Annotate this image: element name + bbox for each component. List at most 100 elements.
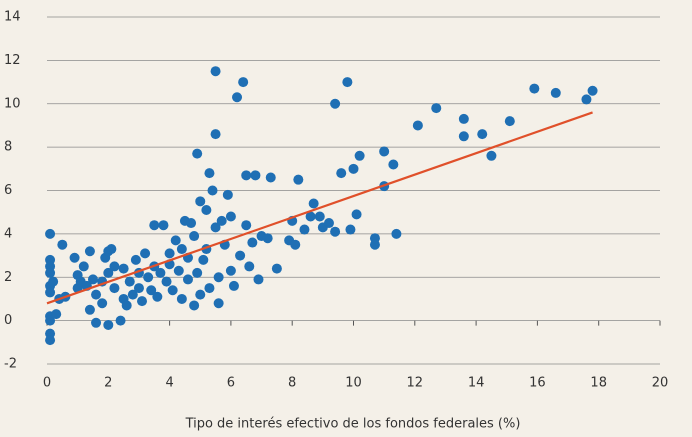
scatter-point bbox=[210, 129, 221, 140]
x-tick-label: 18 bbox=[590, 376, 607, 391]
scatter-point bbox=[133, 283, 144, 294]
scatter-point bbox=[504, 116, 515, 127]
scatter-point bbox=[388, 159, 399, 170]
scatter-point bbox=[97, 298, 108, 309]
scatter-point bbox=[152, 291, 163, 302]
scatter-point bbox=[124, 276, 135, 287]
scatter-point bbox=[48, 276, 59, 287]
scatter-point bbox=[204, 168, 215, 179]
scatter-point bbox=[149, 220, 160, 231]
scatter-point bbox=[244, 261, 255, 272]
scatter-point bbox=[379, 146, 390, 157]
scatter-point bbox=[106, 244, 117, 255]
scatter-point bbox=[182, 274, 193, 285]
scatter-point bbox=[158, 220, 169, 231]
y-tick-label: 6 bbox=[4, 183, 12, 198]
scatter-point bbox=[192, 267, 203, 278]
scatter-point bbox=[222, 189, 233, 200]
scatter-point bbox=[458, 113, 469, 124]
scatter-point bbox=[201, 205, 212, 216]
y-tick-label: 2 bbox=[4, 270, 12, 285]
x-tick-label: 14 bbox=[468, 376, 485, 391]
scatter-point bbox=[195, 196, 206, 207]
scatter-point bbox=[170, 235, 181, 246]
scatter-point bbox=[173, 265, 184, 276]
x-tick-label: 12 bbox=[407, 376, 424, 391]
scatter-point bbox=[587, 85, 598, 96]
scatter-point bbox=[87, 274, 98, 285]
scatter-point bbox=[198, 254, 209, 265]
scatter-point bbox=[213, 298, 224, 309]
scatter-point bbox=[161, 276, 172, 287]
scatter-point bbox=[137, 296, 148, 307]
scatter-point bbox=[130, 254, 141, 265]
scatter-point bbox=[176, 244, 187, 255]
scatter-point bbox=[84, 246, 95, 257]
scatter-point bbox=[192, 148, 203, 159]
scatter-point bbox=[369, 233, 380, 244]
scatter-point bbox=[213, 272, 224, 283]
scatter-point bbox=[293, 174, 304, 185]
scatter-point bbox=[91, 317, 102, 328]
scatter-point bbox=[103, 267, 114, 278]
scatter-point bbox=[391, 228, 402, 239]
scatter-point bbox=[305, 211, 316, 222]
scatter-point bbox=[330, 98, 341, 109]
scatter-point bbox=[232, 92, 243, 103]
scatter-point bbox=[486, 150, 497, 161]
scatter-point bbox=[314, 211, 325, 222]
scatter-point bbox=[51, 309, 62, 320]
scatter-point bbox=[45, 335, 56, 346]
scatter-point bbox=[458, 131, 469, 142]
scatter-point bbox=[228, 280, 239, 291]
scatter-point bbox=[115, 315, 126, 326]
y-tick-label: 10 bbox=[4, 96, 21, 111]
scatter-point bbox=[195, 289, 206, 300]
scatter-point bbox=[253, 274, 264, 285]
x-tick-label: 16 bbox=[529, 376, 546, 391]
scatter-point bbox=[45, 267, 56, 278]
scatter-point bbox=[121, 300, 132, 311]
x-tick-label: 8 bbox=[288, 376, 296, 391]
scatter-point bbox=[45, 315, 56, 326]
scatter-point bbox=[529, 83, 540, 94]
scatter-point bbox=[225, 211, 236, 222]
y-tick-label: 12 bbox=[4, 53, 21, 68]
scatter-point bbox=[45, 228, 56, 239]
scatter-point bbox=[57, 239, 68, 250]
scatter-point bbox=[210, 222, 221, 233]
scatter-point bbox=[241, 170, 252, 181]
scatter-point bbox=[103, 319, 114, 330]
scatter-point bbox=[164, 248, 175, 259]
scatter-point bbox=[127, 289, 138, 300]
scatter-point bbox=[69, 252, 80, 263]
y-tick-label: 0 bbox=[4, 313, 12, 328]
y-tick-label: 14 bbox=[4, 10, 21, 25]
scatter-point bbox=[351, 209, 362, 220]
scatter-point bbox=[238, 77, 249, 88]
scatter-point bbox=[216, 215, 227, 226]
scatter-point bbox=[262, 233, 273, 244]
scatter-point bbox=[330, 226, 341, 237]
scatter-point bbox=[265, 172, 276, 183]
x-tick-label: 4 bbox=[165, 376, 173, 391]
scatter-point bbox=[146, 285, 157, 296]
scatter-point bbox=[210, 66, 221, 77]
scatter-point bbox=[342, 77, 353, 88]
scatter-point bbox=[84, 304, 95, 315]
scatter-point bbox=[550, 87, 561, 98]
scatter-point bbox=[91, 289, 102, 300]
scatter-point bbox=[118, 263, 129, 274]
scatter-point bbox=[241, 220, 252, 231]
scatter-point bbox=[167, 285, 178, 296]
scatter-point bbox=[143, 272, 154, 283]
scatter-point bbox=[225, 265, 236, 276]
scatter-point bbox=[308, 198, 319, 209]
scatter-point bbox=[78, 261, 89, 272]
scatter-point bbox=[299, 224, 310, 235]
scatter-point bbox=[140, 248, 151, 259]
y-tick-label: 4 bbox=[4, 226, 12, 241]
scatter-point bbox=[290, 239, 301, 250]
scatter-point bbox=[109, 261, 120, 272]
